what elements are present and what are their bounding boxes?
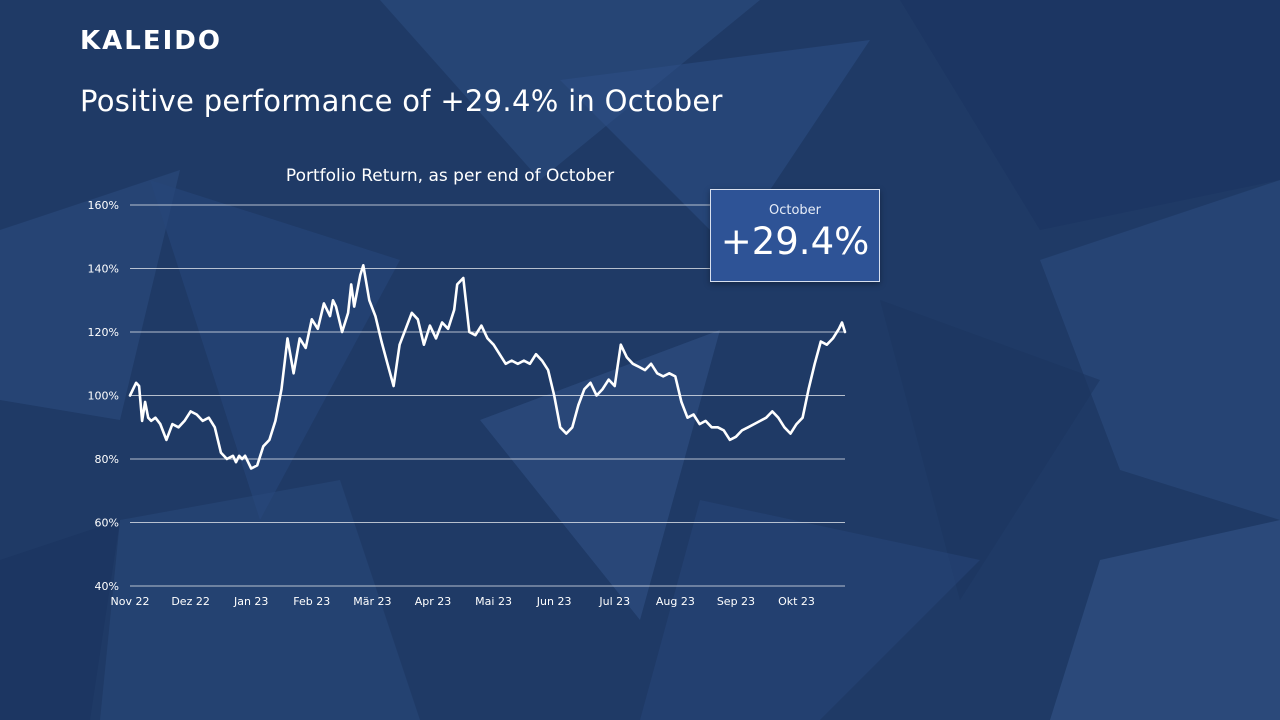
x-tick-label: Mai 23 [475, 595, 512, 608]
chart-series [128, 264, 847, 470]
x-tick-label: Okt 23 [778, 595, 815, 608]
october-return-callout: October +29.4% [710, 189, 880, 282]
x-tick-label: Dez 22 [171, 595, 210, 608]
y-tick-label: 160% [88, 199, 119, 212]
x-tick-label: Jul 23 [598, 595, 630, 608]
y-axis-ticks: 40% 60% 80% 100% 120% 140% 160% [88, 199, 119, 593]
y-tick-label: 100% [88, 390, 119, 403]
callout-label: October [768, 203, 822, 218]
y-tick-label: 80% [95, 453, 119, 466]
y-tick-label: 60% [95, 517, 119, 530]
callout-value: +29.4% [720, 220, 870, 263]
y-tick-label: 40% [95, 580, 119, 593]
x-tick-label: Mär 23 [353, 595, 391, 608]
y-tick-label: 120% [88, 326, 119, 339]
brand-logo: KALEIDO [80, 26, 222, 56]
portfolio-return-line [128, 264, 847, 470]
chart-title: Portfolio Return, as per end of October [285, 166, 615, 186]
x-tick-label: Jan 23 [233, 595, 268, 608]
x-tick-label: Nov 22 [111, 595, 150, 608]
x-tick-label: Apr 23 [415, 595, 452, 608]
x-tick-label: Feb 23 [293, 595, 330, 608]
x-tick-label: Sep 23 [717, 595, 755, 608]
x-axis-ticks: Nov 22 Dez 22 Jan 23 Feb 23 Mär 23 Apr 23 Mai … [111, 595, 815, 608]
x-tick-label: Aug 23 [656, 595, 695, 608]
y-tick-label: 140% [88, 263, 119, 276]
page-title: Positive performance of +29.4% in Octobe… [80, 84, 723, 118]
x-tick-label: Jun 23 [536, 595, 572, 608]
